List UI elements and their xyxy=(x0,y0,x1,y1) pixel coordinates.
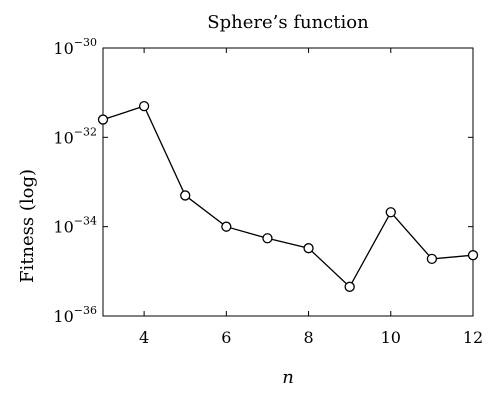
x-axis-label: n xyxy=(282,367,294,388)
data-point xyxy=(303,243,314,254)
x-tick-label: 8 xyxy=(303,328,313,347)
data-point xyxy=(97,114,109,125)
y-axis-label: Fitness (log) xyxy=(17,169,38,283)
data-point xyxy=(385,207,396,218)
y-tick-label: 10−30 xyxy=(53,36,97,58)
data-point xyxy=(426,253,438,265)
data-point xyxy=(344,281,355,292)
y-tick-label: 10−34 xyxy=(53,215,97,237)
data-point xyxy=(262,233,273,244)
chart-title: Sphere’s function xyxy=(207,12,369,33)
data-point xyxy=(180,190,191,201)
y-tick-label: 10−36 xyxy=(53,304,97,326)
x-tick-label: 12 xyxy=(463,328,483,347)
x-tick-label: 4 xyxy=(139,328,149,347)
data-point xyxy=(138,100,150,112)
axes-frame xyxy=(102,47,474,317)
data-point xyxy=(221,221,232,232)
data-point xyxy=(467,250,479,261)
series-line xyxy=(102,105,474,288)
x-tick-label: 10 xyxy=(381,328,401,347)
y-tick-label: 10−32 xyxy=(53,125,97,147)
plot-area: 4 6 8 10 12 10−36 10−34 10−32 10−30 xyxy=(53,36,483,347)
x-tick-label: 6 xyxy=(221,328,231,347)
